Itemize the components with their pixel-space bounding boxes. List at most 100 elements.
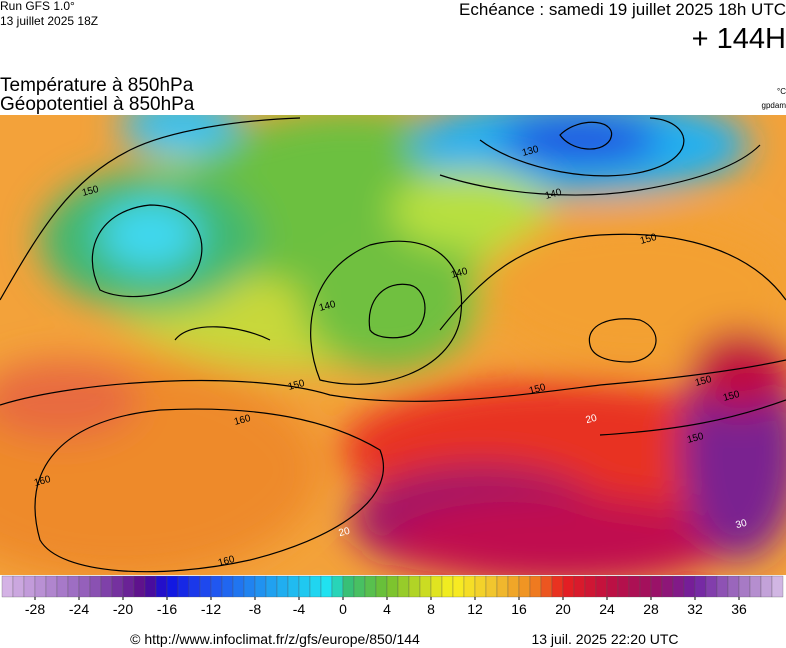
colorbar-swatch — [221, 575, 234, 598]
colorbar-swatch — [353, 575, 366, 598]
contour-label: 160 — [33, 474, 52, 489]
colorbar-swatch — [518, 575, 531, 598]
contour-label: 150 — [686, 431, 705, 446]
geopotential-contours — [0, 117, 786, 573]
colorbar-swatch — [573, 575, 586, 598]
colorbar-tick-label: -16 — [157, 601, 177, 617]
source-url: © http://www.infoclimat.fr/z/gfs/europe/… — [130, 631, 420, 647]
unit-geo: gpdam — [762, 101, 786, 110]
colorbar-tick-label: 20 — [555, 601, 571, 617]
colorbar-swatch — [474, 575, 487, 598]
contour-label: 140 — [450, 266, 469, 281]
colorbar-swatch — [265, 575, 278, 598]
colorbar-tick-label: -24 — [69, 601, 89, 617]
colorbar-tick-label: 36 — [731, 601, 747, 617]
colorbar-swatch — [1, 575, 14, 598]
colorbar-swatch — [177, 575, 190, 598]
contour-label: 30 — [735, 518, 749, 532]
contour-label: 150 — [81, 184, 100, 199]
colorbar-swatch — [705, 575, 718, 598]
colorbar-swatch — [144, 575, 157, 598]
colorbar-swatch — [441, 575, 454, 598]
colorbar-swatch — [463, 575, 476, 598]
contour-label: 140 — [318, 299, 337, 314]
contour-label: 160 — [217, 554, 236, 569]
contour-label: 160 — [233, 413, 252, 428]
colorbar-tick-label: 24 — [599, 601, 615, 617]
lead-time: + 144H — [692, 23, 786, 55]
colorbar-swatch — [78, 575, 91, 598]
colorbar-tick-label: -20 — [113, 601, 133, 617]
colorbar-swatch — [430, 575, 443, 598]
colorbar-swatch — [298, 575, 311, 598]
colorbar-swatch — [551, 575, 564, 598]
colorbar-swatch — [56, 575, 69, 598]
colorbar-swatch — [628, 575, 641, 598]
colorbar-tick-label: -8 — [249, 601, 262, 617]
colorbar-swatch — [452, 575, 465, 598]
colorbar-tick-label: -4 — [293, 601, 306, 617]
colorbar-tick-label: 32 — [687, 601, 703, 617]
contour-label: 130 — [521, 144, 540, 159]
colorbar-swatch — [23, 575, 36, 598]
colorbar-swatch — [529, 575, 542, 598]
generated-time: 13 juil. 2025 22:20 UTC — [531, 631, 678, 647]
contour-label: 20 — [585, 413, 599, 427]
colorbar-swatch — [364, 575, 377, 598]
temperature-field — [0, 115, 786, 575]
colorbar-swatch — [375, 575, 388, 598]
contour-label: 150 — [287, 378, 306, 393]
colorbar-swatch — [672, 575, 685, 598]
colorbar-swatch — [617, 575, 630, 598]
colorbar-swatch — [595, 575, 608, 598]
colorbar-swatch — [188, 575, 201, 598]
colorbar-swatch — [738, 575, 751, 598]
title-temp: Température à 850hPa — [0, 75, 194, 96]
colorbar-swatch — [276, 575, 289, 598]
colorbar-swatch — [584, 575, 597, 598]
map: 130 140 150 150 140 140 150 150 150 150 150 160 160 1… — [0, 115, 786, 575]
contour-label: 20 — [338, 526, 352, 540]
colorbar-swatch — [155, 575, 168, 598]
colorbar-tick-label: 12 — [467, 601, 483, 617]
colorbar-tick-label: -28 — [25, 601, 45, 617]
contour-label: 150 — [694, 374, 713, 389]
colorbar-swatch — [661, 575, 674, 598]
colorbar-swatch — [419, 575, 432, 598]
contour-label: 150 — [639, 232, 658, 247]
unit-temp: °C — [777, 87, 786, 96]
colorbar-swatch — [606, 575, 619, 598]
colorbar-tick-label: 0 — [339, 601, 347, 617]
colorbar-swatch — [210, 575, 223, 598]
colorbar-swatch — [12, 575, 25, 598]
colorbar-swatch — [397, 575, 410, 598]
colorbar-swatch — [243, 575, 256, 598]
colorbar-swatch — [320, 575, 333, 598]
colorbar-swatch — [760, 575, 773, 598]
colorbar-tick-label: 16 — [511, 601, 527, 617]
colorbar-swatch — [683, 575, 696, 598]
colorbar-swatch — [342, 575, 355, 598]
colorbar-swatch — [166, 575, 179, 598]
echeance: Echéance : samedi 19 juillet 2025 18h UT… — [459, 0, 786, 19]
contour-label: 150 — [722, 389, 741, 404]
colorbar-swatch — [727, 575, 740, 598]
colorbar-swatch — [100, 575, 113, 598]
colorbar-swatch — [562, 575, 575, 598]
colorbar-swatch — [122, 575, 135, 598]
colorbar-swatch — [749, 575, 762, 598]
colorbar-swatch — [771, 575, 784, 598]
colorbar-swatch — [254, 575, 267, 598]
run-label: Run GFS 1.0° — [0, 0, 75, 13]
colorbar-swatch — [716, 575, 729, 598]
colorbar-swatch — [309, 575, 322, 598]
colorbar-swatch — [199, 575, 212, 598]
colorbar-tick-label: 8 — [427, 601, 435, 617]
colorbar-tick-label: -12 — [201, 601, 221, 617]
title-geo: Géopotentiel à 850hPa — [0, 94, 195, 115]
colorbar-swatch — [386, 575, 399, 598]
colorbar-swatch — [540, 575, 553, 598]
colorbar-tick-label: 28 — [643, 601, 659, 617]
colorbar-swatch — [507, 575, 520, 598]
